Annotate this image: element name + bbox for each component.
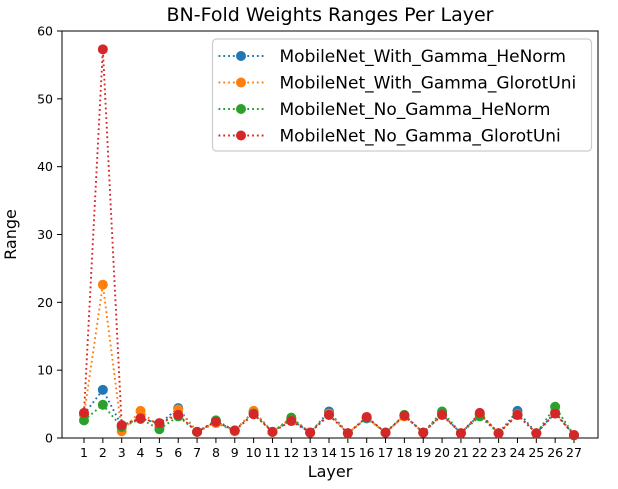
x-tick-label: 25 [528,445,544,460]
legend-label: MobileNet_No_Gamma_HeNorm [280,100,551,120]
x-tick-label: 16 [359,445,375,460]
data-point [493,428,504,439]
data-point [248,409,259,420]
x-axis: 1 2 3 4 5 6 7 8 9 10 11 12 13 14 15 16 17 18 19 20 21 22 23 24 2… [80,438,582,460]
data-point [173,409,184,420]
legend: MobileNet_With_Gamma_HeNorm MobileNet_Wit… [211,38,593,152]
legend-marker [236,77,246,88]
data-point [342,428,353,439]
x-axis-label: Layer [308,462,353,481]
data-point [79,407,89,418]
legend-marker [236,130,246,141]
data-point [512,409,523,420]
legend-entry: MobileNet_No_Gamma_HeNorm [218,100,551,120]
x-tick-label: 12 [283,445,299,460]
x-tick-label: 11 [265,445,281,460]
x-tick-label: 15 [340,445,356,460]
y-tick-label: 10 [37,363,53,378]
y-tick-label: 40 [37,159,53,174]
data-point [135,413,146,424]
x-tick-label: 7 [193,445,201,460]
data-point [192,426,203,437]
x-tick-label: 17 [378,445,394,460]
data-point [361,411,372,422]
data-point [97,399,108,410]
x-tick-label: 13 [302,445,318,460]
legend-entry: MobileNet_With_Gamma_GlorotUni [218,74,577,94]
x-tick-label: 20 [434,445,450,460]
y-tick-label: 60 [37,24,53,39]
x-tick-label: 1 [80,445,88,460]
x-tick-label: 22 [472,445,488,460]
y-axis: 0 10 20 30 40 50 60 [37,24,62,446]
legend-label: MobileNet_With_Gamma_GlorotUni [280,74,577,94]
data-point [305,427,316,438]
data-point [286,416,297,427]
x-tick-label: 4 [137,445,145,460]
x-tick-label: 2 [99,445,107,460]
x-tick-label: 18 [396,445,412,460]
data-point [116,420,127,431]
legend-marker [236,51,246,61]
y-tick-label: 50 [37,91,53,106]
data-point [380,427,391,438]
x-tick-label: 24 [510,445,526,460]
data-point [324,409,334,420]
x-tick-label: 9 [231,445,239,460]
x-tick-label: 21 [453,445,469,460]
y-tick-label: 20 [37,295,53,310]
data-point [154,418,165,429]
legend-entry: MobileNet_With_Gamma_HeNorm [218,47,566,67]
x-tick-label: 23 [491,445,507,460]
data-point [399,410,410,421]
series-MobileNet_No_Gamma_GlorotUni [79,44,579,440]
x-tick-label: 19 [415,445,431,460]
legend-label: MobileNet_No_Gamma_GlorotUni [280,127,561,147]
x-tick-label: 14 [321,445,337,460]
x-tick-label: 3 [118,445,126,460]
x-tick-label: 10 [246,445,262,460]
chart-title: BN-Fold Weights Ranges Per Layer [167,4,494,26]
data-point [550,408,561,419]
legend-box [211,38,593,152]
data-point [474,407,485,418]
legend-label: MobileNet_With_Gamma_HeNorm [280,47,566,67]
y-tick-label: 0 [45,431,53,446]
legend-marker [236,104,246,114]
y-axis-label: Range [1,209,20,260]
data-point [267,426,278,437]
legend-entry: MobileNet_No_Gamma_GlorotUni [218,127,561,147]
data-point [135,405,146,416]
y-tick-label: 30 [37,227,53,242]
x-tick-label: 8 [212,445,220,460]
data-point [97,44,108,55]
data-point [569,429,579,440]
data-point [79,415,89,426]
data-point [210,416,221,427]
x-tick-label: 27 [566,445,582,460]
x-tick-label: 26 [547,445,563,460]
data-point [531,428,542,439]
x-tick-label: 5 [155,445,163,460]
x-tick-label: 6 [174,445,182,460]
data-point [437,409,448,420]
data-point [97,279,108,290]
data-point [97,384,108,395]
data-point [229,425,240,436]
data-point [455,428,466,439]
data-point [418,427,429,438]
